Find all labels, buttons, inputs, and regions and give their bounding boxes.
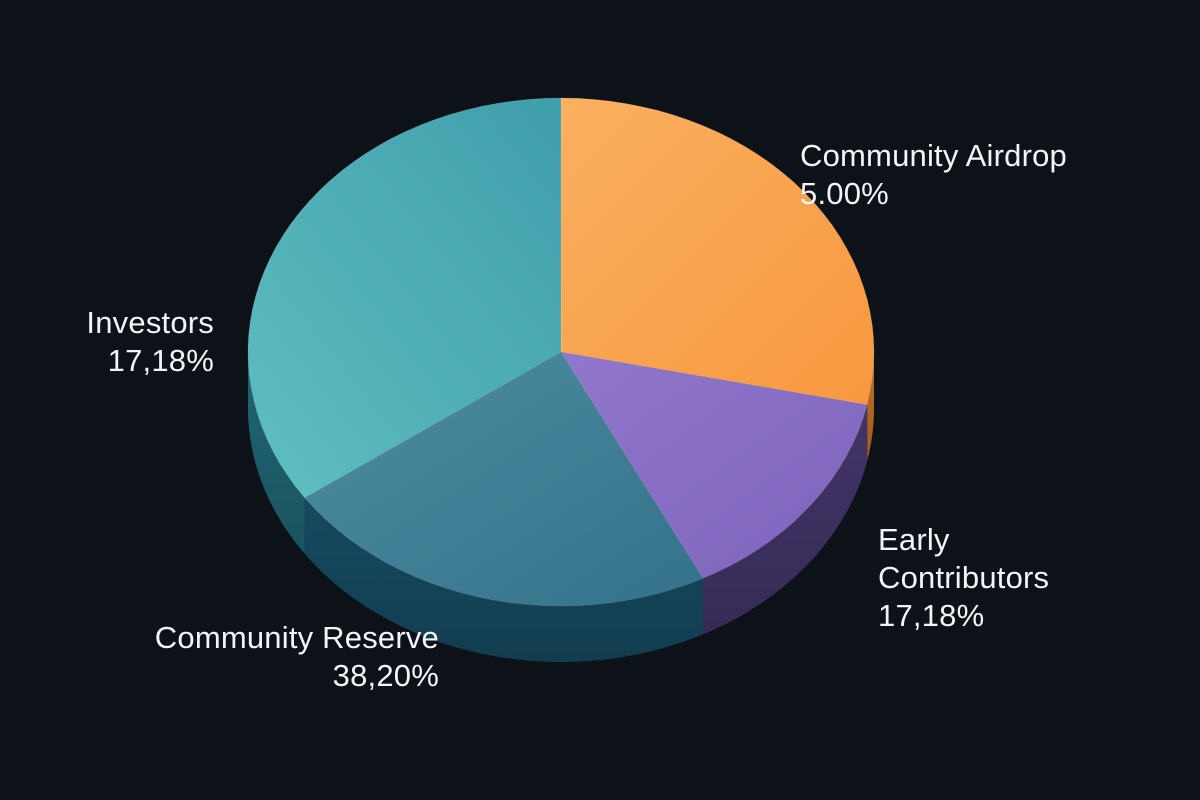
slice-community-airdrop-side-shade — [867, 352, 874, 461]
slice-name-line-1: Early — [878, 522, 950, 557]
label-early-contributors: Early Contributors 17,18% — [878, 521, 1049, 635]
slice-community-reserve-side-shade — [304, 497, 704, 662]
label-community-reserve: Community Reserve 38,20% — [155, 619, 439, 695]
pie-side-walls — [248, 352, 874, 662]
slice-community-reserve — [303, 351, 704, 607]
slice-percent: 17,18% — [878, 598, 985, 633]
slice-percent: 38,20% — [332, 658, 439, 693]
slice-name: Community Airdrop — [800, 138, 1067, 173]
slice-name: Community Reserve — [154, 620, 439, 655]
slice-investors — [247, 97, 562, 499]
pie-top-faces — [247, 97, 875, 607]
slice-name-line-2: Contributors — [878, 560, 1050, 595]
slice-investors-side-shade — [248, 352, 305, 554]
slice-name: Investors — [86, 305, 214, 340]
slice-community-airdrop — [560, 97, 875, 406]
slice-percent: 17,18% — [107, 343, 214, 378]
slice-early-contributors — [559, 351, 868, 579]
label-community-airdrop: Community Airdrop 5.00% — [800, 137, 1067, 213]
slice-percent: 5.00% — [800, 176, 889, 211]
slice-early-contributors-side-shade — [703, 404, 868, 635]
label-investors: Investors 17,18% — [86, 304, 214, 380]
